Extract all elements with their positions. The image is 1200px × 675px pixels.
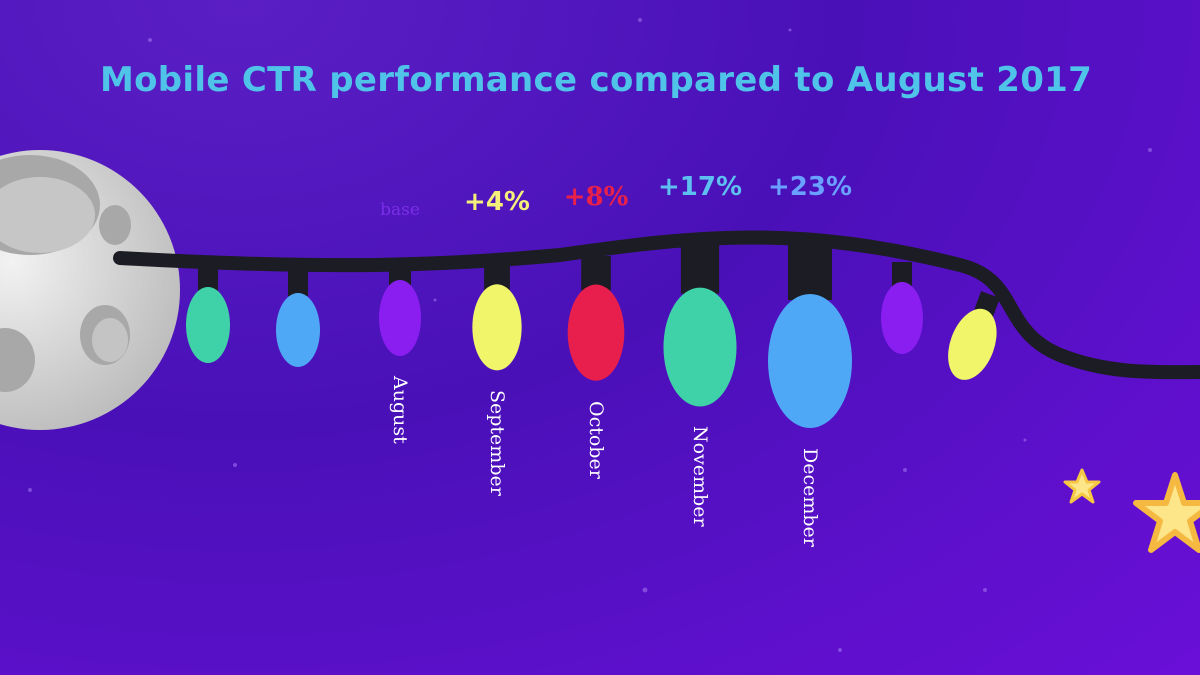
category-label: December: [799, 448, 821, 547]
data-bulb-october: [567, 284, 625, 381]
value-label: +17%: [657, 172, 743, 202]
bulb-cap: [788, 242, 832, 300]
value-label: +8%: [563, 182, 629, 212]
data-bulb-september: [472, 284, 522, 371]
bulb-cap: [389, 264, 411, 286]
star-icon: [1063, 468, 1101, 504]
data-bulb-november: [663, 287, 737, 407]
decor-bulb: [186, 262, 230, 363]
category-label: October: [585, 400, 607, 479]
data-bulb-august: [379, 280, 421, 356]
background-stars: [28, 18, 1152, 652]
decor-bulb: [948, 291, 1000, 380]
star-icon: [1133, 472, 1200, 553]
category-label: August: [389, 376, 411, 444]
category-label: November: [689, 426, 711, 528]
light-string-wire: [113, 230, 1200, 380]
chart-title: Mobile CTR performance compared to Augus…: [100, 60, 1093, 100]
decor-bulb: [881, 262, 923, 354]
moon-illustration: [0, 150, 180, 430]
category-label: September: [486, 390, 508, 497]
bulb-cap: [680, 245, 720, 294]
value-label: +4%: [464, 187, 530, 217]
value-label: base: [380, 200, 420, 220]
value-label: +23%: [767, 172, 853, 202]
decor-bulb: [276, 266, 320, 367]
data-bulb-december: [768, 294, 852, 428]
